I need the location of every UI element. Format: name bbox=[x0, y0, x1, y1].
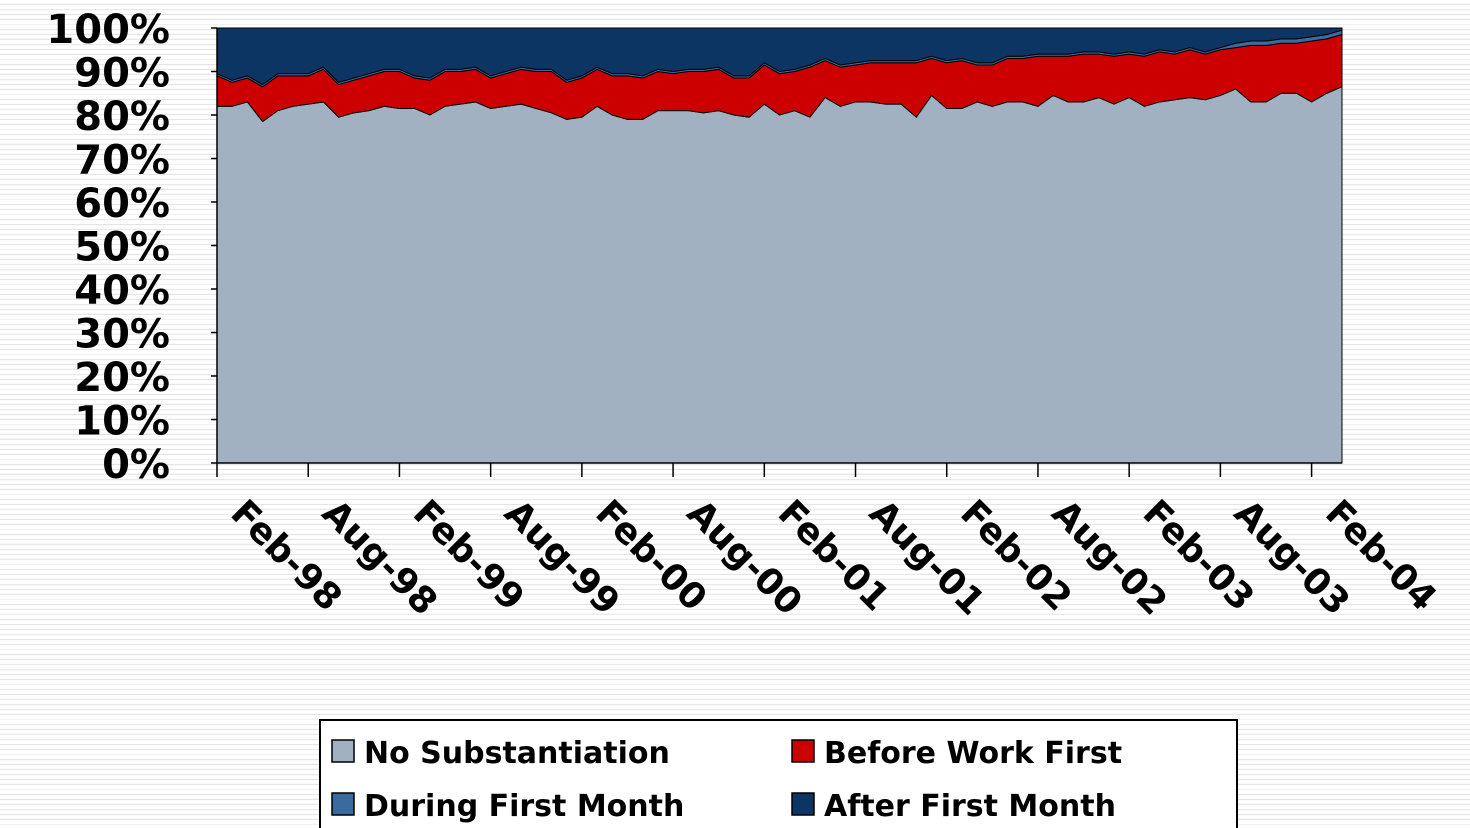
y-tick-label: 20% bbox=[74, 355, 170, 401]
y-tick-label: 100% bbox=[46, 7, 170, 53]
legend-swatch bbox=[331, 739, 355, 763]
legend-swatch bbox=[331, 792, 355, 816]
y-tick-label: 30% bbox=[74, 312, 170, 358]
legend-box bbox=[319, 719, 1238, 828]
y-tick-label: 40% bbox=[74, 268, 170, 314]
y-tick-label: 70% bbox=[74, 138, 170, 184]
legend-label: Before Work First bbox=[824, 736, 1122, 771]
y-tick-label: 80% bbox=[74, 94, 170, 140]
legend-label: After First Month bbox=[824, 789, 1116, 824]
y-tick-label: 0% bbox=[102, 442, 170, 488]
legend-swatch bbox=[791, 792, 815, 816]
legend-label: No Substantiation bbox=[364, 736, 670, 771]
y-tick-label: 90% bbox=[74, 51, 170, 97]
y-tick-label: 50% bbox=[74, 225, 170, 271]
legend-label: During First Month bbox=[364, 789, 684, 824]
area bbox=[216, 27, 1343, 86]
y-tick-label: 10% bbox=[74, 399, 170, 445]
area bbox=[216, 85, 1343, 464]
legend-swatch bbox=[791, 739, 815, 763]
y-tick-label: 60% bbox=[74, 181, 170, 227]
